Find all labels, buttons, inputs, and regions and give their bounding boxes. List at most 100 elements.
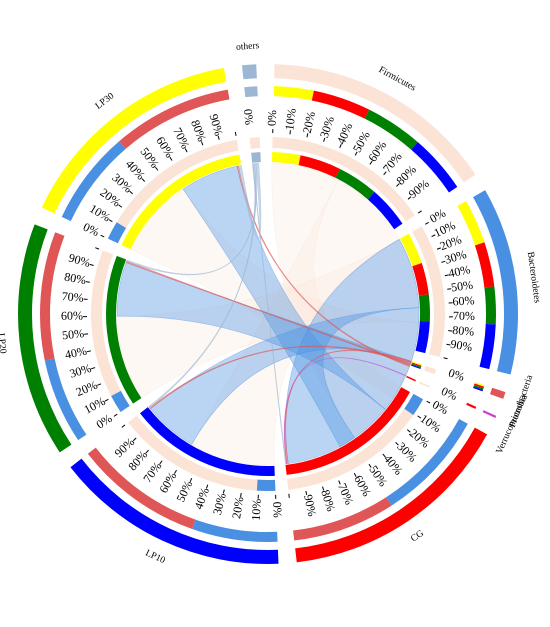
tick-mark bbox=[145, 449, 149, 454]
tick-mark bbox=[89, 263, 94, 266]
outer-ring-lp20 bbox=[17, 224, 72, 453]
chord-link bbox=[251, 163, 287, 465]
inner-arc-segment-firmicutes bbox=[271, 152, 301, 166]
tick-label: 30% bbox=[317, 114, 337, 139]
tick-label: 20% bbox=[300, 110, 318, 134]
track-bacteroidetes bbox=[412, 226, 445, 357]
tick-label: 0% bbox=[427, 206, 448, 226]
band-segment-firmicutes bbox=[411, 142, 458, 193]
band-segment-bacteroidetes bbox=[484, 286, 497, 325]
tick-mark bbox=[444, 274, 449, 277]
band-segment-firmicutes bbox=[311, 90, 370, 119]
inner-arc-segment-bacteroidetes bbox=[418, 294, 431, 322]
band-segment-bacteroidetes bbox=[479, 324, 496, 370]
tick-mark bbox=[141, 178, 146, 182]
inner-arc-segment-bacteroidetes bbox=[412, 263, 429, 296]
inner-arc-others bbox=[251, 152, 261, 163]
tick-label: 50% bbox=[450, 278, 474, 295]
tick-mark bbox=[383, 171, 387, 176]
tick-mark bbox=[322, 486, 325, 491]
tick-label: 30% bbox=[68, 361, 93, 381]
chord-links bbox=[116, 162, 420, 466]
inner-group-arcs bbox=[105, 152, 431, 476]
tick-label: 40% bbox=[64, 344, 88, 362]
band-segment-firmicutes bbox=[364, 109, 418, 150]
outer-group-rings bbox=[17, 64, 518, 565]
tick-mark bbox=[354, 151, 358, 156]
tick-label: 80% bbox=[318, 488, 338, 513]
tick-mark bbox=[443, 357, 448, 360]
inner-arc-segment-bacteroidetes bbox=[415, 320, 430, 354]
tick-label: 20% bbox=[229, 496, 246, 520]
outer-ring-lp30 bbox=[41, 67, 227, 214]
outer-ring-firmicutes bbox=[274, 64, 476, 183]
group-label-lp10: LP10 bbox=[144, 548, 167, 566]
chord-link bbox=[283, 357, 407, 465]
inner-arc-segment-proteobacteria bbox=[412, 361, 422, 366]
band-segment-lp30 bbox=[61, 141, 126, 222]
tick-mark bbox=[368, 463, 372, 468]
composition-bands bbox=[39, 86, 497, 542]
tick-label: 80% bbox=[188, 118, 209, 144]
tick-mark bbox=[113, 413, 118, 417]
band-segment-lp20 bbox=[39, 232, 65, 361]
inner-arc-segment-firmicutes bbox=[335, 168, 375, 200]
tick-mark bbox=[446, 343, 451, 346]
tick-mark bbox=[306, 133, 309, 138]
tick-mark bbox=[353, 472, 357, 477]
tick-mark bbox=[382, 453, 386, 458]
track-verrucomicrobia bbox=[418, 381, 430, 388]
track-fill-lp20 bbox=[111, 390, 130, 412]
tick-mark bbox=[169, 156, 173, 161]
inner-arc-cg bbox=[285, 387, 410, 475]
inner-arc-segment-proteobacteria bbox=[411, 363, 422, 368]
tick-mark bbox=[108, 219, 113, 223]
chord-link bbox=[238, 162, 262, 240]
tick-mark bbox=[205, 484, 209, 489]
tick-label: 10% bbox=[282, 108, 299, 132]
tick-mark bbox=[86, 350, 91, 353]
tick-label: 0% bbox=[270, 501, 285, 518]
tick-label: 0% bbox=[265, 110, 279, 126]
tick-mark bbox=[121, 424, 126, 428]
tick-label: 70% bbox=[335, 481, 356, 507]
tick-label: 0% bbox=[439, 384, 459, 403]
band-segment-verrucomicrobia bbox=[466, 402, 477, 409]
track-firmicutes bbox=[272, 137, 415, 222]
band-segment-firmicutes bbox=[273, 86, 314, 101]
track-fill-lp10 bbox=[256, 479, 276, 491]
tick-label: 0% bbox=[447, 366, 467, 384]
tick-mark bbox=[323, 137, 326, 142]
tick-mark bbox=[174, 469, 177, 474]
tick-mark bbox=[395, 442, 399, 446]
tick-mark bbox=[184, 148, 188, 153]
tick-mark bbox=[129, 190, 133, 195]
tick-mark bbox=[406, 429, 411, 433]
tick-mark bbox=[424, 221, 429, 225]
chord-link bbox=[125, 260, 411, 366]
tick-label: 80% bbox=[452, 323, 475, 339]
tick-mark bbox=[217, 135, 220, 140]
tick-mark bbox=[436, 247, 441, 250]
tick-mark bbox=[305, 490, 308, 496]
band-segment-lp10 bbox=[192, 519, 278, 542]
tick-mark bbox=[417, 415, 422, 419]
tick-mark bbox=[426, 400, 431, 404]
group-label-firmicutes: Firmicutes bbox=[377, 65, 418, 93]
band-segment-others bbox=[244, 86, 258, 98]
inner-arc-lp20 bbox=[105, 255, 142, 404]
tick-mark bbox=[396, 183, 400, 187]
tick-mark bbox=[100, 234, 105, 238]
tick-mark bbox=[417, 210, 422, 214]
band-segment-cg bbox=[386, 418, 468, 506]
track-fill-cg bbox=[404, 393, 424, 415]
tick-label: 0% bbox=[81, 220, 101, 239]
chord-link bbox=[149, 345, 412, 410]
tick-mark bbox=[155, 166, 159, 171]
tick-mark bbox=[91, 367, 96, 370]
band-segment-lp10 bbox=[87, 447, 196, 530]
tick-label: 40% bbox=[191, 486, 212, 511]
band-segment-bacteroidetes bbox=[474, 242, 495, 288]
tick-label: 60% bbox=[452, 293, 475, 308]
